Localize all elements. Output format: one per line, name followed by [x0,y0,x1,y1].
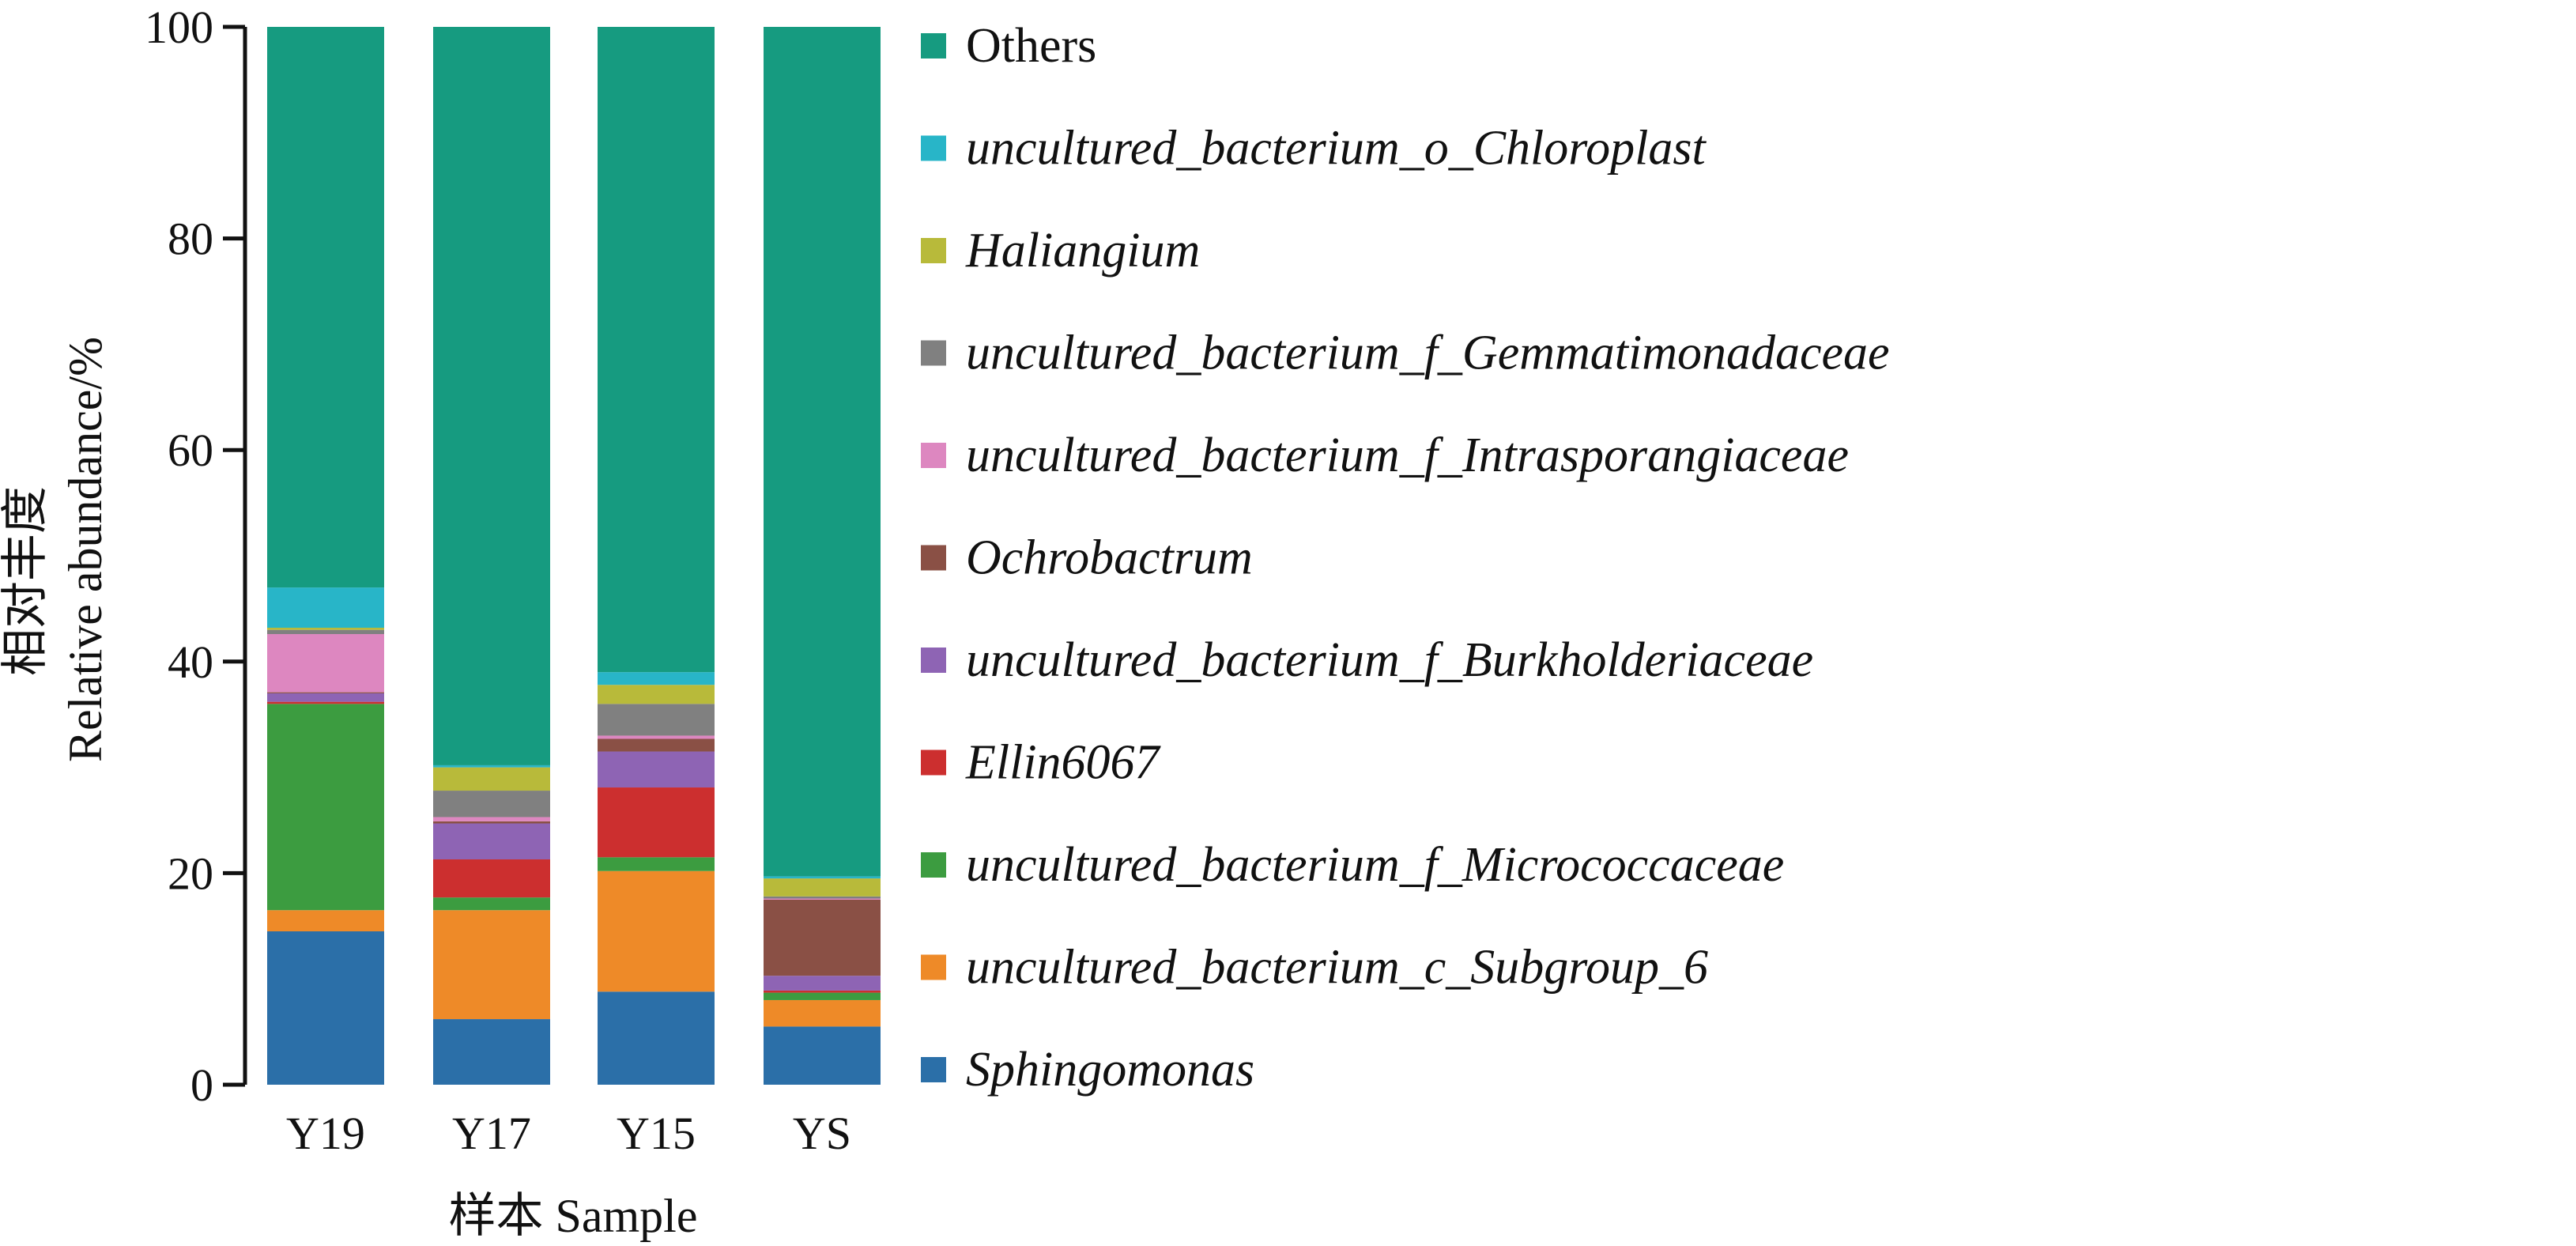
bar-segment-y17-9 [433,765,550,768]
legend-item: uncultured_bacterium_f_Burkholderiaceae [921,633,1813,687]
bar-segment-ys-7 [764,896,881,899]
bar-group-y17 [433,27,550,1085]
bar-segment-ys-4 [764,976,881,991]
legend-swatch [921,648,946,673]
x-tick-label-ys: YS [793,1108,851,1159]
legend-item: Haliangium [921,224,1200,278]
bar-segment-y17-8 [433,767,550,791]
legend-swatch [921,852,946,878]
legend-swatch [921,749,946,776]
legend-item: Sphingomonas [921,1043,1254,1097]
bar-segment-y17-1 [433,910,550,1020]
bar-segment-y19-3 [267,701,384,704]
legend-label: uncultured_bacterium_c_Subgroup_6 [966,941,1708,995]
legend-label: Haliangium [965,224,1200,278]
bar-segment-ys-5 [764,899,881,976]
bar-segment-y15-10 [598,27,715,673]
bar-segment-y19-10 [267,27,384,588]
bar-group-ys [764,27,881,1085]
bar-segment-y17-4 [433,823,550,860]
bar-segment-ys-2 [764,992,881,1000]
bar-segment-ys-1 [764,999,881,1027]
legend: Others uncultured_bacterium_o_Chloroplast… [921,19,1890,1097]
legend-swatch [921,33,946,59]
legend-item: Ellin6067 [921,736,1162,790]
y-tick-label: 0 [190,1059,213,1111]
y-axis-title-cn: 相对丰度 [0,486,51,676]
bar-segment-y19-8 [267,627,384,630]
bar-segment-y19-7 [267,629,384,635]
y-tick-label: 40 [168,636,213,688]
bar-segment-y15-5 [598,738,715,752]
y-tick-label: 20 [168,848,213,899]
legend-label: uncultured_bacterium_f_Gemmatimonadaceae [966,327,1890,380]
bar-segment-y15-3 [598,787,715,858]
bar-segment-y17-3 [433,859,550,898]
bar-segment-y19-1 [267,910,384,931]
bar-segment-y15-7 [598,704,715,736]
bar-segment-y15-6 [598,735,715,739]
legend-swatch [921,1057,946,1082]
bar-segment-y19-6 [267,634,384,693]
legend-swatch [921,340,946,366]
bar-segment-y17-5 [433,821,550,824]
legend-swatch [921,135,946,161]
legend-label: uncultured_bacterium_f_Intrasporangiacea… [966,429,1849,482]
bar-segment-ys-9 [764,876,881,879]
y-tick-label: 60 [168,425,213,476]
legend-label: Ellin6067 [965,736,1162,790]
bars-layer [267,27,881,1085]
legend-swatch [921,954,946,980]
legend-swatch [921,545,946,571]
legend-swatch [921,443,946,468]
bar-segment-y17-7 [433,791,550,817]
bar-segment-y17-6 [433,817,550,821]
x-axis-tick-labels: Y19 Y17 Y15 YS [286,1108,851,1159]
x-tick-label-y19: Y19 [286,1108,365,1159]
legend-item: uncultured_bacterium_o_Chloroplast [921,122,1707,176]
bar-segment-y17-10 [433,27,550,765]
legend-label: uncultured_bacterium_f_Burkholderiaceae [966,633,1813,687]
legend-label: Others [966,19,1096,73]
y-axis: 0 20 40 60 80 100 [145,2,247,1111]
y-tick-label: 80 [168,213,213,265]
bar-segment-y17-0 [433,1019,550,1085]
legend-item: Others [921,19,1096,73]
y-axis-title: 相对丰度 Relative abundance/% [0,337,111,762]
bar-segment-y19-0 [267,931,384,1085]
bar-segment-y15-4 [598,751,715,788]
bar-segment-y19-4 [267,693,384,702]
legend-item: uncultured_bacterium_f_Micrococcaceae [921,838,1784,892]
bar-group-y15 [598,27,715,1085]
legend-label: Ochrobactrum [966,531,1253,585]
legend-item: Ochrobactrum [921,531,1253,585]
bar-segment-y17-2 [433,897,550,911]
legend-item: uncultured_bacterium_f_Gemmatimonadaceae [921,327,1890,380]
legend-swatch [921,238,946,263]
legend-item: uncultured_bacterium_c_Subgroup_6 [921,941,1708,995]
x-tick-label-y17: Y17 [452,1108,531,1159]
bar-segment-ys-3 [764,990,881,993]
bar-segment-y19-2 [267,704,384,911]
bar-segment-y15-8 [598,685,715,704]
bar-segment-y15-2 [598,857,715,871]
y-tick-label: 100 [145,2,213,53]
y-axis-title-en: Relative abundance/% [59,337,111,762]
legend-label: uncultured_bacterium_f_Micrococcaceae [966,838,1784,892]
bar-segment-y15-0 [598,991,715,1085]
bar-segment-ys-0 [764,1026,881,1085]
bar-segment-y15-1 [598,870,715,992]
bar-segment-y19-9 [267,587,384,628]
legend-label: Sphingomonas [966,1043,1254,1097]
bar-segment-y15-9 [598,672,715,685]
bar-group-y19 [267,27,384,1085]
legend-item: uncultured_bacterium_f_Intrasporangiacea… [921,429,1849,482]
bar-segment-ys-8 [764,878,881,897]
legend-label: uncultured_bacterium_o_Chloroplast [966,122,1707,176]
bar-segment-ys-10 [764,27,881,877]
x-axis-title: 样本 Sample [449,1190,698,1242]
x-tick-label-y15: Y15 [617,1108,696,1159]
bar-segment-ys-6 [764,898,881,900]
